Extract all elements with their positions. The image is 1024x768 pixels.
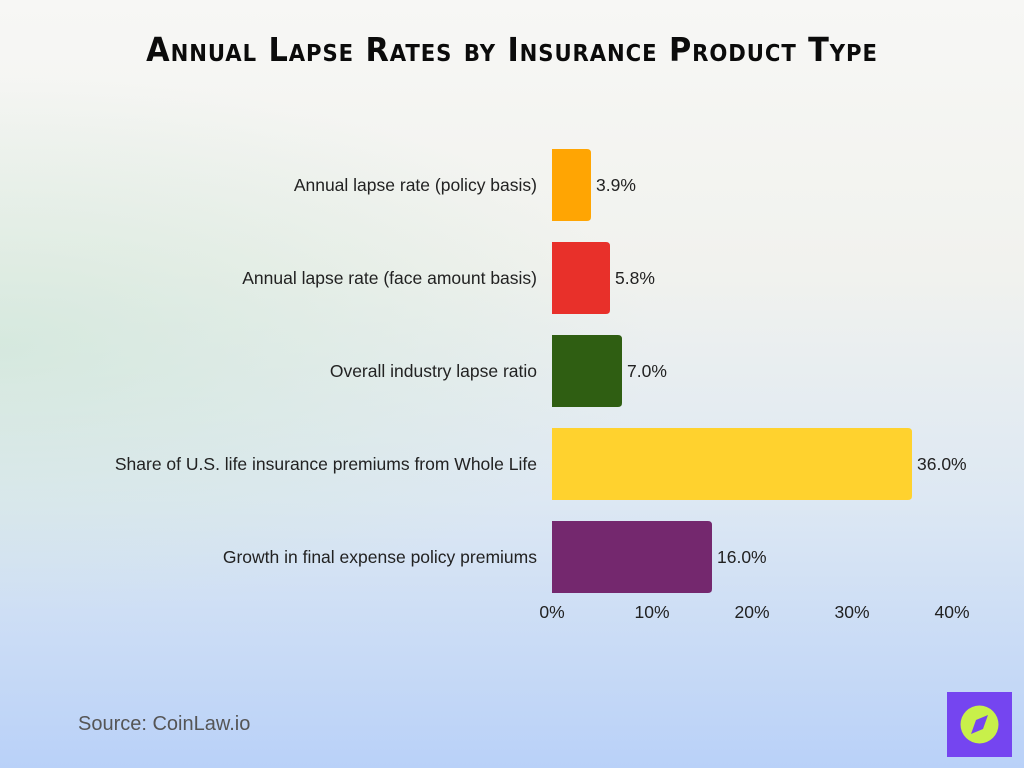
category-label: Annual lapse rate (policy basis) [294,175,537,195]
category-label: Annual lapse rate (face amount basis) [242,268,537,288]
bar [552,242,610,314]
data-label: 36.0% [917,454,967,474]
bar [552,149,591,221]
data-label: 7.0% [627,361,667,381]
category-label: Share of U.S. life insurance premiums fr… [115,454,537,474]
x-tick-label: 30% [834,602,869,622]
compass-icon [960,705,999,744]
logo [947,692,1012,757]
category-label: Overall industry lapse ratio [330,361,537,381]
data-label: 16.0% [717,547,767,567]
bar [552,521,712,593]
data-label: 5.8% [615,268,655,288]
x-tick-label: 10% [634,602,669,622]
x-tick-label: 0% [539,602,564,622]
x-tick-label: 40% [934,602,969,622]
chart-title: Annual Lapse Rates by Insurance Product … [146,30,878,69]
source-note: Source: CoinLaw.io [78,713,251,735]
bar [552,335,622,407]
bar [552,428,912,500]
category-label: Growth in final expense policy premiums [223,547,537,567]
x-tick-label: 20% [734,602,769,622]
data-label: 3.9% [596,175,636,195]
